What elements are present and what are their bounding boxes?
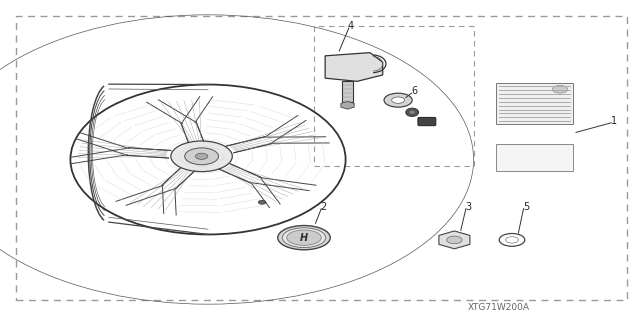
Text: 4: 4 [348, 21, 354, 31]
Circle shape [384, 93, 412, 107]
Text: 3: 3 [465, 202, 472, 212]
FancyBboxPatch shape [342, 81, 353, 102]
Text: 6: 6 [411, 86, 417, 96]
Text: 1: 1 [611, 116, 618, 126]
Circle shape [392, 97, 404, 103]
Ellipse shape [406, 108, 419, 116]
Text: H: H [300, 233, 308, 243]
Text: XTG71W200A: XTG71W200A [468, 303, 530, 312]
FancyBboxPatch shape [496, 83, 573, 124]
Text: 5: 5 [523, 202, 529, 212]
Polygon shape [325, 53, 383, 81]
Circle shape [185, 148, 218, 165]
Circle shape [447, 236, 462, 244]
Text: 2: 2 [321, 202, 327, 212]
Ellipse shape [278, 226, 330, 250]
Circle shape [552, 85, 568, 93]
FancyBboxPatch shape [418, 117, 436, 126]
Ellipse shape [410, 111, 415, 114]
Circle shape [259, 200, 266, 204]
Ellipse shape [287, 230, 321, 245]
FancyBboxPatch shape [496, 144, 573, 171]
Circle shape [195, 153, 208, 160]
Ellipse shape [282, 228, 326, 248]
Circle shape [171, 141, 232, 172]
